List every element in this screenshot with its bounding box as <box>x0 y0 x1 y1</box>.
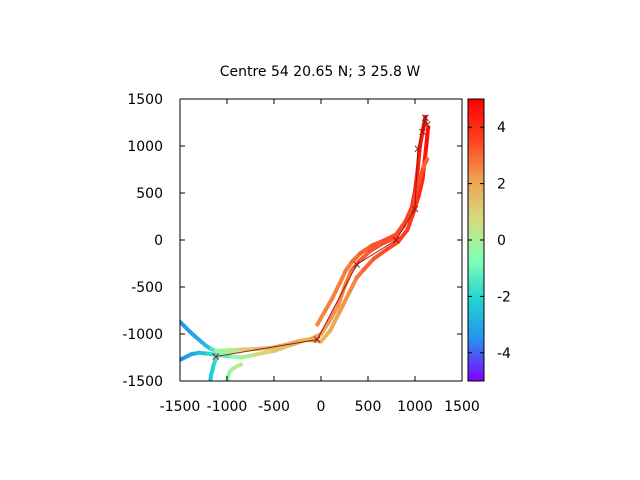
x-tick-label: 1000 <box>397 399 433 415</box>
track-segment <box>416 177 425 198</box>
track-segment <box>405 211 416 232</box>
colorbar-tick-label: -4 <box>497 346 511 362</box>
track-segment <box>347 275 359 295</box>
track-segment <box>417 129 425 150</box>
track-segment <box>380 236 397 246</box>
track-segment <box>394 219 408 237</box>
x-tick-label: -1500 <box>160 399 201 415</box>
track-segment <box>382 232 399 242</box>
x-tick-label: -1000 <box>207 399 248 415</box>
track-segment <box>367 241 385 254</box>
colorbar-tick-label: 4 <box>497 120 506 136</box>
route-marker <box>414 145 422 153</box>
y-tick-label: 1000 <box>127 139 163 155</box>
track-segment <box>416 164 426 186</box>
route-marker <box>423 121 431 128</box>
route-marker <box>313 336 321 343</box>
track-segment <box>424 125 431 148</box>
x-tick-label: 1500 <box>444 399 480 415</box>
route-marker <box>421 114 429 122</box>
track-segment <box>234 362 244 369</box>
y-tick-label: 1500 <box>127 92 163 108</box>
route-marker <box>353 261 361 268</box>
y-tick-label: -1500 <box>122 374 163 390</box>
colorbar-ticks: -4 -2 0 2 4 <box>468 120 511 362</box>
track-segment <box>319 320 331 336</box>
axes: -1500 -1000 -500 0 500 1000 1500 -1500 -1000 -500… <box>122 92 480 415</box>
chart-title: Centre 54 20.65 N; 3 25.8 W <box>220 64 421 80</box>
track-segment <box>337 290 352 314</box>
x-tick-label: 0 <box>317 399 326 415</box>
colorbar-tick-label: 2 <box>497 177 506 193</box>
track-segment <box>415 145 422 171</box>
track-segment <box>403 202 416 224</box>
route-marker <box>392 236 400 244</box>
track-segment <box>319 328 333 344</box>
track-segment <box>239 352 258 360</box>
x-tick-label: 500 <box>355 399 382 415</box>
track-segment <box>328 309 342 333</box>
track-segment <box>330 281 342 301</box>
y-tick-label: -500 <box>131 280 163 296</box>
y-tick-label: 0 <box>154 233 163 249</box>
track-segment <box>337 269 348 286</box>
route-marker <box>212 353 220 360</box>
track-segment <box>369 238 387 248</box>
track-segment <box>322 296 335 314</box>
track-segment <box>272 342 295 353</box>
track-segment <box>342 269 354 289</box>
track-segment <box>361 256 376 273</box>
colorbar-tick-label: 0 <box>497 233 506 249</box>
y-tick-label: 500 <box>136 186 163 202</box>
track-segment <box>371 247 389 261</box>
y-tick-label: -1000 <box>122 327 163 343</box>
track-segment <box>253 348 276 357</box>
route-layer <box>212 114 431 360</box>
track-segment <box>396 227 410 244</box>
route-marker <box>411 205 419 213</box>
track-segment <box>356 249 372 264</box>
track-layer <box>180 114 431 381</box>
track-segment <box>315 309 327 327</box>
track-segment <box>384 239 401 252</box>
colorbar-tick-label: -2 <box>497 289 511 305</box>
track-segment <box>326 303 340 325</box>
route-marker <box>419 128 426 136</box>
track-segment <box>358 243 374 256</box>
x-tick-label: -500 <box>258 399 290 415</box>
track-segment <box>421 157 430 169</box>
